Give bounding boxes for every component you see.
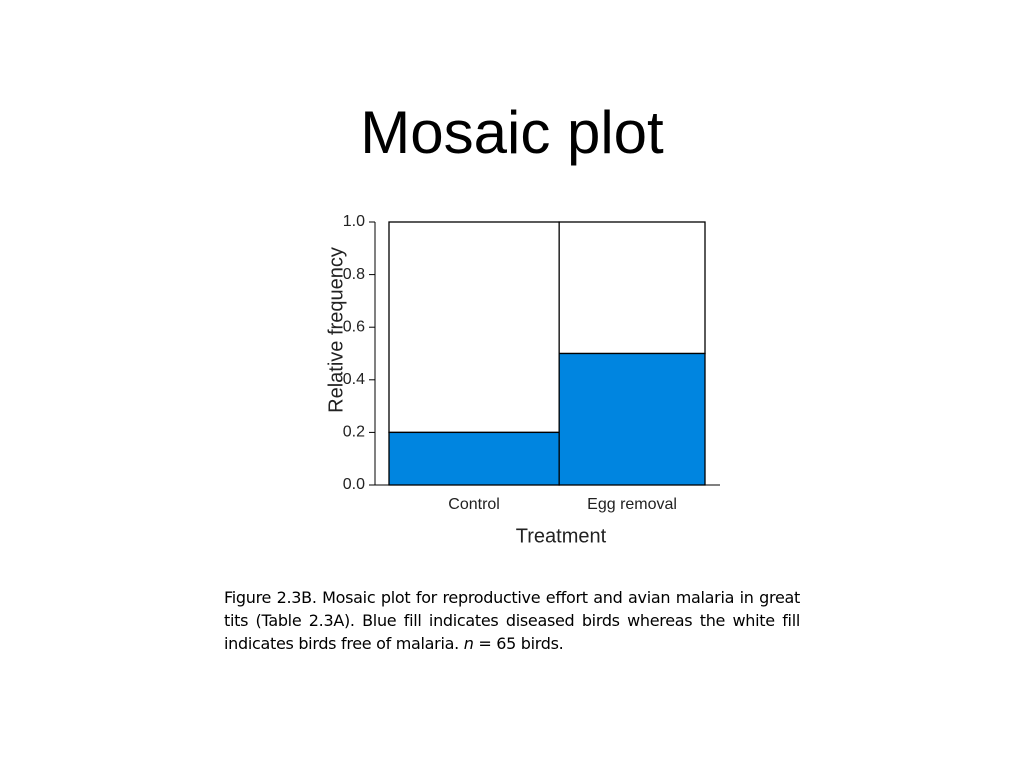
chart: Treatment Relative frequency 0.0 0.2 0.4 0.… [325, 213, 720, 547]
y-tick-label: 0.4 [343, 371, 365, 388]
y-axis-label: Relative frequency [325, 247, 347, 413]
x-tick-label: Control [448, 496, 500, 513]
tile [558, 352, 706, 486]
y-tick-label: 0.2 [343, 424, 365, 441]
y-tick-label: 0.6 [343, 318, 365, 335]
y-tick-label: 1.0 [343, 213, 365, 230]
remainder-tile [558, 221, 706, 355]
x-axis-label: Treatment [516, 525, 607, 547]
remainder-tile [388, 221, 560, 434]
y-tick-label: 0.0 [343, 476, 365, 493]
caption: Figure 2.3B. Mosaic plot for reproductiv… [224, 586, 800, 655]
x-tick-label: Egg removal [587, 496, 677, 513]
caption-text: = 65 birds. [473, 634, 564, 653]
y-tick-label: 0.8 [343, 266, 365, 283]
tile [388, 431, 560, 486]
slide-title: Mosaic plot [360, 99, 664, 166]
caption-italic: n [463, 634, 474, 653]
caption-text: Figure 2.3B. Mosaic plot for reproductiv… [224, 588, 800, 653]
